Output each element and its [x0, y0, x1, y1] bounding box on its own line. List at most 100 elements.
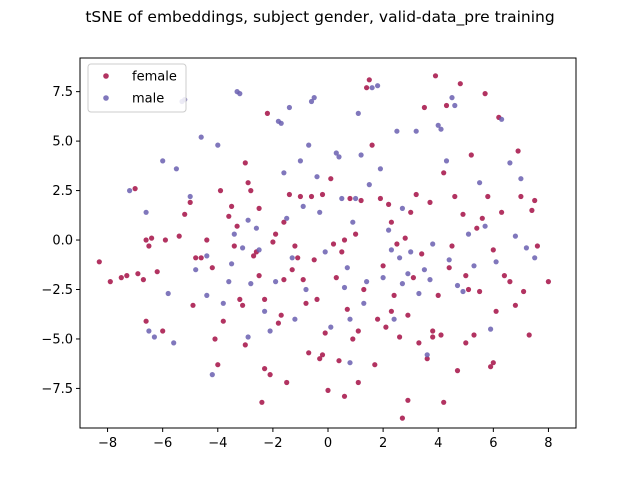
point-female-128 — [499, 209, 505, 215]
point-female-78 — [364, 85, 370, 91]
y-tick-label: 2.5 — [52, 184, 73, 199]
point-female-104 — [435, 292, 441, 298]
point-female-84 — [380, 263, 386, 269]
point-female-45 — [273, 231, 279, 237]
point-female-116 — [465, 286, 472, 293]
point-female-95 — [410, 275, 416, 281]
point-male-78 — [449, 95, 455, 101]
point-male-31 — [281, 170, 287, 176]
point-male-40 — [311, 95, 317, 101]
point-female-30 — [237, 296, 243, 302]
point-female-32 — [242, 160, 248, 166]
x-tick-label: −4 — [208, 436, 227, 451]
point-female-94 — [408, 209, 414, 215]
point-female-140 — [405, 397, 411, 403]
point-male-72 — [424, 352, 430, 358]
point-male-2 — [146, 328, 152, 334]
point-female-86 — [386, 201, 392, 207]
point-male-55 — [364, 279, 370, 285]
point-female-83 — [377, 195, 383, 202]
point-female-114 — [460, 211, 466, 217]
point-male-57 — [369, 85, 375, 91]
point-female-143 — [430, 334, 436, 340]
point-male-84 — [477, 180, 483, 186]
point-male-53 — [355, 110, 361, 116]
point-female-23 — [215, 362, 221, 368]
point-female-119 — [474, 225, 480, 231]
point-female-103 — [432, 73, 439, 79]
point-male-16 — [226, 279, 232, 285]
point-female-48 — [281, 277, 287, 283]
point-female-52 — [292, 243, 298, 249]
series-male — [127, 83, 538, 378]
point-female-136 — [529, 207, 535, 213]
point-female-67 — [333, 275, 339, 281]
series-female — [96, 73, 552, 421]
point-male-4 — [160, 158, 166, 164]
point-female-134 — [521, 288, 527, 295]
point-female-71 — [344, 306, 350, 312]
point-male-5 — [165, 290, 171, 297]
point-female-98 — [419, 251, 425, 257]
point-female-41 — [262, 366, 268, 372]
x-tick-label: 8 — [544, 436, 552, 451]
point-female-82 — [375, 316, 381, 322]
point-male-59 — [377, 166, 383, 172]
x-axis: −8 −6 −4 −2 0 2 4 6 8 — [98, 428, 553, 451]
point-female-110 — [449, 243, 455, 249]
point-female-107 — [441, 399, 447, 405]
point-female-51 — [289, 267, 295, 273]
point-female-69 — [339, 249, 345, 255]
point-male-49 — [344, 265, 350, 271]
point-female-68 — [336, 358, 342, 364]
point-female-81 — [372, 362, 378, 368]
point-female-28 — [231, 243, 237, 249]
point-female-20 — [204, 237, 210, 243]
point-male-7 — [173, 166, 179, 172]
point-male-66 — [399, 281, 405, 287]
point-female-56 — [303, 300, 309, 306]
point-female-106 — [441, 170, 447, 176]
point-female-46 — [275, 320, 281, 326]
point-male-98 — [245, 217, 251, 223]
point-female-53 — [295, 255, 301, 261]
point-male-58 — [375, 83, 381, 89]
x-tick-label: 0 — [324, 436, 332, 451]
point-female-101 — [427, 199, 433, 205]
point-female-96 — [413, 191, 419, 198]
point-female-109 — [446, 265, 452, 271]
point-male-81 — [460, 288, 466, 295]
point-female-21 — [209, 265, 215, 271]
legend-box — [87, 63, 187, 113]
point-female-89 — [394, 241, 400, 247]
y-tick-label: 5.0 — [52, 135, 73, 150]
point-female-147 — [281, 219, 287, 225]
point-female-77 — [361, 286, 367, 293]
point-male-95 — [361, 300, 367, 306]
point-male-88 — [499, 116, 505, 122]
point-female-31 — [240, 302, 246, 308]
point-male-37 — [300, 203, 306, 209]
legend-label-female: female — [132, 70, 177, 85]
point-female-120 — [477, 288, 483, 295]
point-male-60 — [380, 275, 386, 281]
point-male-85 — [482, 223, 488, 229]
point-male-48 — [341, 284, 348, 291]
point-female-115 — [463, 273, 469, 279]
x-tick-label: 4 — [434, 436, 442, 451]
point-male-43 — [322, 249, 328, 255]
point-male-56 — [366, 182, 372, 188]
point-male-17 — [229, 261, 235, 267]
point-male-52 — [353, 195, 359, 202]
point-male-92 — [523, 245, 530, 251]
legend-marker-female — [103, 73, 109, 79]
point-female-87 — [388, 219, 394, 225]
chart-title: tSNE of embeddings, subject gender, vali… — [85, 8, 554, 27]
point-male-77 — [443, 158, 450, 164]
point-female-121 — [479, 215, 485, 221]
point-female-18 — [193, 255, 199, 261]
point-female-141 — [319, 352, 326, 358]
point-male-91 — [518, 176, 524, 182]
point-female-42 — [264, 110, 270, 116]
point-male-83 — [471, 263, 477, 269]
